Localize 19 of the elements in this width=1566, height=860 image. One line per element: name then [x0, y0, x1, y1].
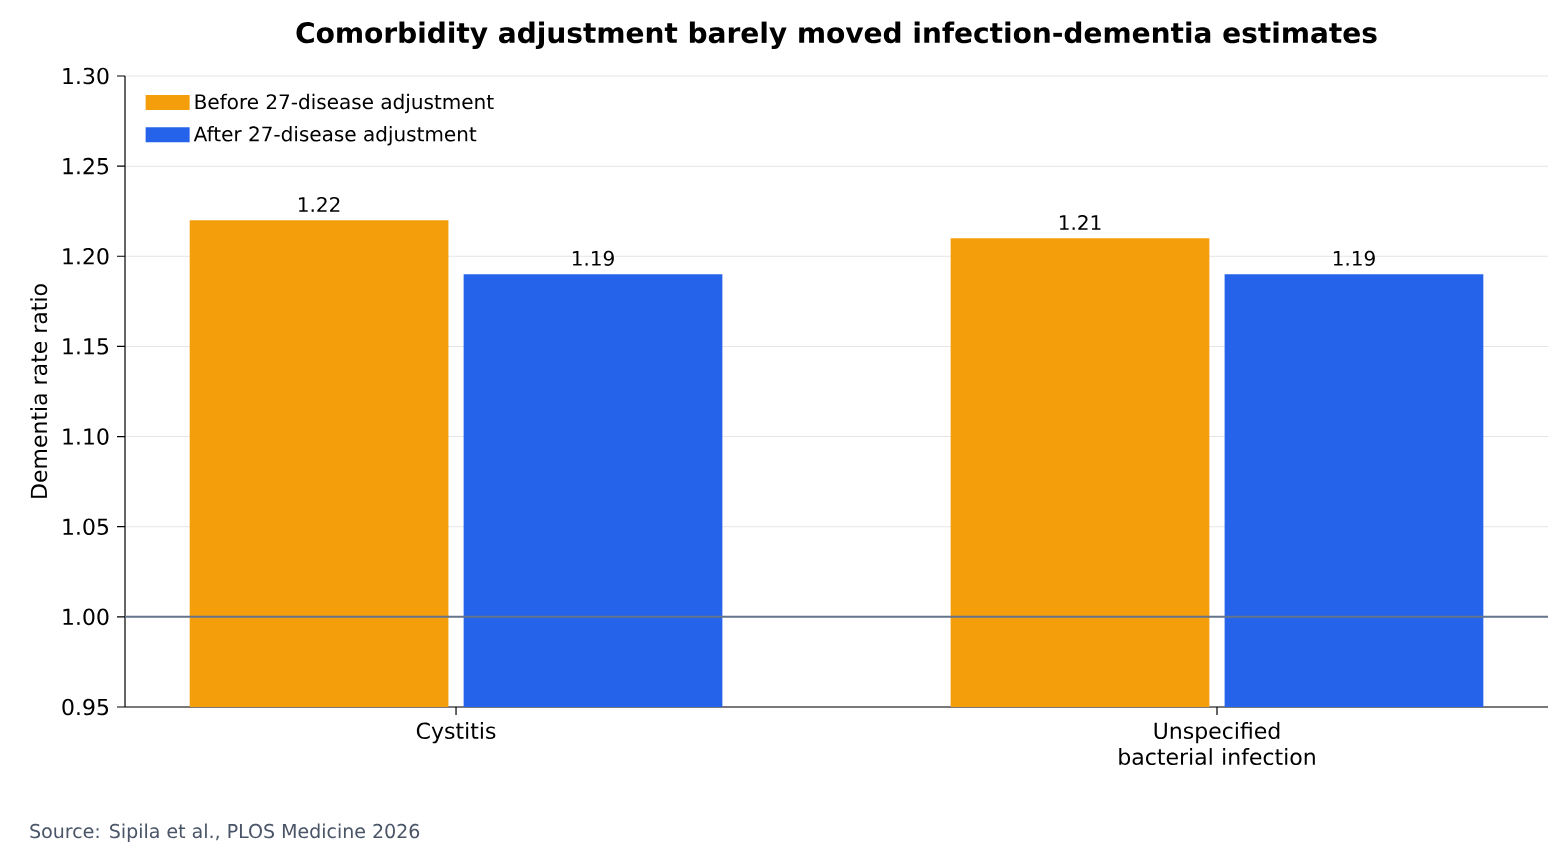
- y-tick-label: 1.05: [63, 518, 109, 536]
- legend-label: After 27-disease adjustment: [193, 126, 477, 146]
- y-tick-label: 1.20: [63, 247, 109, 265]
- y-tick-label: 1.30: [63, 67, 109, 85]
- x-tick-label: Unspecified bacterial infection: [1119, 722, 1315, 766]
- y-tick-label: 1.25: [63, 157, 109, 175]
- y-tick-label: 1.15: [63, 338, 109, 355]
- y-tick-label: 0.95: [62, 698, 109, 716]
- data-label: 1.19: [572, 250, 614, 266]
- y-axis-title: Dementia rate ratio: [30, 284, 48, 498]
- source-note: Source: Sipila et al., PLOS Medicine 2026: [30, 823, 420, 842]
- x-tick-label: Cystitis: [416, 722, 496, 744]
- data-label: 1.22: [298, 196, 340, 212]
- y-tick-label: 1.00: [63, 608, 109, 626]
- chart-title: Comorbidity adjustment barely moved infection-dementia estimates: [296, 21, 1377, 49]
- y-tick-label: 1.10: [63, 428, 109, 445]
- data-label: 1.19: [1333, 250, 1375, 266]
- legend-label: Before 27-disease adjustment: [195, 93, 494, 114]
- data-label: 1.21: [1059, 214, 1101, 230]
